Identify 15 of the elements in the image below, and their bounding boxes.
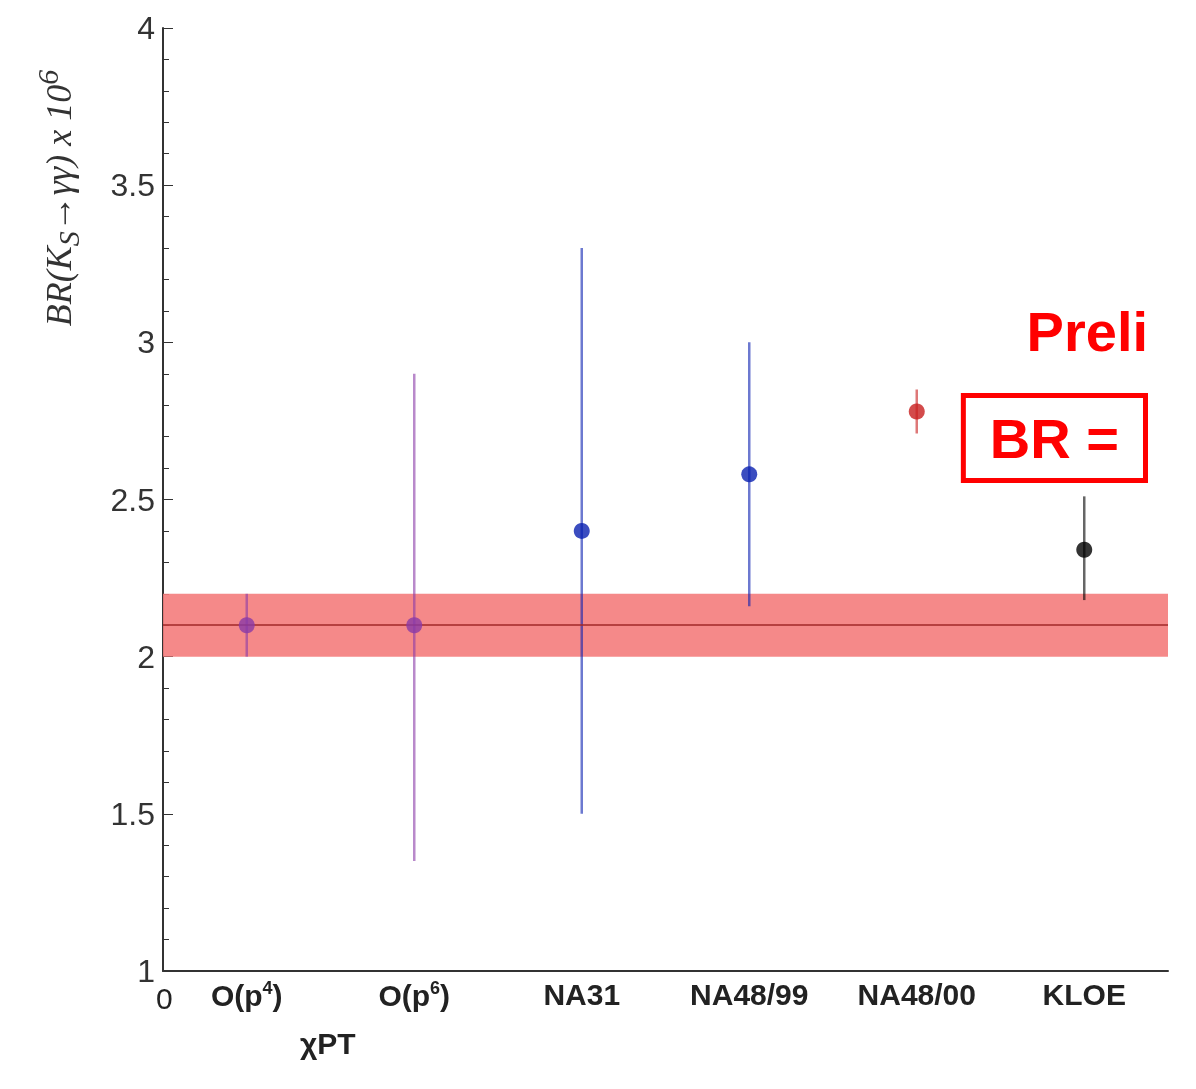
- annotation: Preli: [1026, 299, 1148, 363]
- text: 0: [156, 981, 173, 1015]
- y-tick-label: 3: [137, 324, 155, 361]
- y-tick-label: 3.5: [110, 167, 155, 204]
- y-tick-label: 2.5: [110, 481, 155, 518]
- y-tick-label: 4: [137, 10, 155, 46]
- y-tick-label: 1: [137, 953, 155, 989]
- x-tick-label: NA48/99: [690, 977, 809, 1011]
- annotation: BR =: [989, 406, 1120, 470]
- y-tick-label: 2: [137, 638, 155, 675]
- x-tick-label: KLOE: [1042, 977, 1126, 1011]
- text: χPT: [300, 1026, 356, 1060]
- x-tick-label: NA31: [543, 977, 621, 1011]
- x-tick-label: NA48/00: [857, 977, 976, 1011]
- y-tick-label: 1.5: [110, 795, 155, 832]
